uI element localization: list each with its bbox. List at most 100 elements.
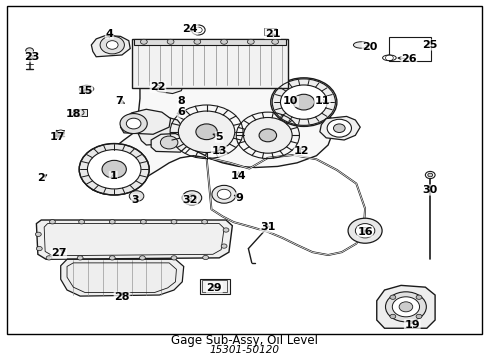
Circle shape bbox=[259, 129, 276, 142]
Text: 19: 19 bbox=[404, 320, 419, 330]
Text: 28: 28 bbox=[114, 292, 129, 302]
Bar bbox=[202, 280, 227, 292]
Bar bbox=[200, 279, 229, 294]
Text: 8: 8 bbox=[177, 96, 185, 107]
Circle shape bbox=[220, 39, 227, 44]
Text: 17: 17 bbox=[49, 132, 65, 142]
Text: 1: 1 bbox=[109, 171, 117, 181]
Bar bbox=[134, 39, 285, 45]
Circle shape bbox=[415, 295, 421, 300]
Circle shape bbox=[77, 256, 83, 260]
Polygon shape bbox=[61, 259, 183, 296]
Text: 13: 13 bbox=[211, 147, 226, 157]
Circle shape bbox=[79, 144, 149, 195]
Circle shape bbox=[26, 48, 33, 54]
Circle shape bbox=[217, 189, 230, 199]
Text: 6: 6 bbox=[177, 107, 185, 117]
Text: 11: 11 bbox=[314, 96, 329, 107]
Circle shape bbox=[182, 191, 201, 205]
Circle shape bbox=[221, 244, 226, 248]
Text: 32: 32 bbox=[182, 195, 197, 204]
Ellipse shape bbox=[79, 85, 94, 93]
Polygon shape bbox=[319, 116, 360, 140]
Circle shape bbox=[247, 39, 254, 44]
Text: 22: 22 bbox=[150, 82, 165, 92]
Text: 30: 30 bbox=[422, 185, 437, 195]
Text: 12: 12 bbox=[293, 147, 309, 157]
Bar bbox=[73, 109, 87, 116]
Text: 29: 29 bbox=[206, 283, 222, 293]
Polygon shape bbox=[151, 134, 187, 152]
Text: 16: 16 bbox=[357, 227, 372, 237]
Bar bbox=[131, 39, 287, 88]
Polygon shape bbox=[86, 88, 332, 194]
Circle shape bbox=[223, 228, 228, 232]
Circle shape bbox=[292, 94, 314, 110]
Circle shape bbox=[211, 185, 236, 203]
Circle shape bbox=[427, 173, 432, 177]
Circle shape bbox=[355, 224, 374, 238]
Circle shape bbox=[389, 295, 395, 300]
Circle shape bbox=[194, 39, 201, 44]
Ellipse shape bbox=[382, 55, 395, 61]
Text: 23: 23 bbox=[24, 52, 39, 62]
Text: 7: 7 bbox=[115, 96, 122, 107]
Circle shape bbox=[129, 191, 143, 202]
Circle shape bbox=[385, 292, 426, 322]
Text: 15: 15 bbox=[77, 86, 93, 96]
Circle shape bbox=[425, 171, 434, 179]
Circle shape bbox=[139, 256, 145, 260]
Text: 24: 24 bbox=[182, 24, 198, 34]
Text: 3: 3 bbox=[131, 195, 139, 204]
Circle shape bbox=[102, 160, 126, 178]
Circle shape bbox=[196, 124, 217, 140]
Circle shape bbox=[160, 136, 178, 149]
Polygon shape bbox=[36, 220, 232, 259]
Circle shape bbox=[191, 25, 204, 35]
Bar bbox=[264, 28, 276, 35]
Circle shape bbox=[109, 220, 115, 224]
Text: 18: 18 bbox=[65, 109, 81, 119]
Circle shape bbox=[36, 247, 42, 251]
Circle shape bbox=[171, 256, 177, 260]
Text: 14: 14 bbox=[230, 171, 246, 181]
Circle shape bbox=[100, 36, 124, 54]
Text: 26: 26 bbox=[400, 54, 416, 64]
Ellipse shape bbox=[82, 87, 91, 91]
Circle shape bbox=[120, 113, 147, 134]
Circle shape bbox=[57, 130, 64, 136]
Text: 9: 9 bbox=[235, 193, 243, 203]
Text: 5: 5 bbox=[215, 132, 223, 142]
Polygon shape bbox=[153, 79, 183, 94]
Circle shape bbox=[126, 118, 141, 129]
Circle shape bbox=[243, 117, 291, 153]
Circle shape bbox=[87, 150, 141, 189]
Text: 20: 20 bbox=[362, 42, 377, 52]
Polygon shape bbox=[376, 285, 434, 328]
Circle shape bbox=[46, 256, 52, 260]
Circle shape bbox=[187, 194, 197, 202]
Circle shape bbox=[140, 39, 147, 44]
Circle shape bbox=[389, 314, 395, 319]
Circle shape bbox=[140, 220, 146, 224]
Text: 27: 27 bbox=[51, 248, 66, 258]
Circle shape bbox=[178, 111, 234, 153]
Circle shape bbox=[270, 78, 336, 126]
Text: Gage Sub-Assy, Oil Level: Gage Sub-Assy, Oil Level bbox=[171, 334, 317, 347]
Polygon shape bbox=[120, 109, 170, 134]
Circle shape bbox=[79, 220, 84, 224]
Circle shape bbox=[326, 119, 351, 137]
Circle shape bbox=[49, 220, 55, 224]
Circle shape bbox=[106, 41, 118, 49]
Circle shape bbox=[201, 220, 207, 224]
Text: 15301-50120: 15301-50120 bbox=[209, 345, 279, 355]
Text: 21: 21 bbox=[264, 28, 280, 39]
Text: 2: 2 bbox=[37, 173, 45, 183]
Circle shape bbox=[271, 39, 278, 44]
Circle shape bbox=[333, 124, 345, 132]
Text: 10: 10 bbox=[283, 96, 298, 107]
Polygon shape bbox=[91, 35, 130, 57]
Ellipse shape bbox=[353, 42, 368, 48]
Circle shape bbox=[280, 85, 326, 119]
Polygon shape bbox=[138, 116, 183, 145]
